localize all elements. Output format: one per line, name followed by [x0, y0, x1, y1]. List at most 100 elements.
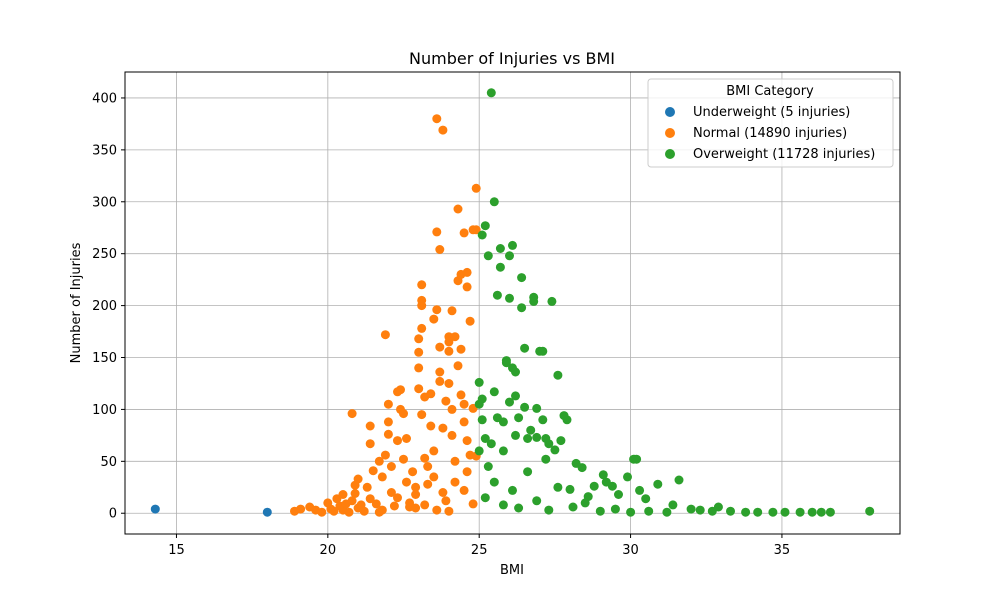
legend-label-underweight: Underweight (5 injuries): [693, 105, 850, 120]
legend-marker-underweight: [665, 107, 675, 117]
data-point: [444, 346, 454, 356]
data-point: [347, 496, 357, 506]
data-point: [807, 507, 817, 517]
data-point: [662, 507, 672, 517]
data-point: [423, 479, 433, 489]
data-point: [492, 290, 502, 300]
data-point: [632, 454, 642, 464]
data-point: [150, 504, 160, 514]
data-point: [429, 314, 439, 324]
data-point: [432, 114, 442, 124]
data-point: [329, 506, 339, 516]
legend-box: [647, 78, 894, 168]
x-tick-label: 35: [774, 543, 791, 558]
data-point: [374, 456, 384, 466]
data-point: [486, 88, 496, 98]
data-point: [635, 485, 645, 495]
legend-marker-normal: [665, 128, 675, 138]
data-point: [532, 496, 542, 506]
y-tick-label: 100: [92, 403, 117, 418]
data-point: [317, 507, 327, 517]
data-point: [386, 462, 396, 471]
data-point: [713, 502, 723, 512]
y-tick-label: 200: [92, 299, 117, 314]
data-point: [447, 430, 457, 440]
data-point: [553, 370, 563, 380]
data-point: [462, 267, 472, 277]
data-point: [523, 467, 533, 477]
data-point: [383, 429, 393, 439]
data-point: [465, 316, 475, 326]
data-point: [429, 472, 439, 482]
y-tick-label: 350: [92, 143, 117, 158]
data-point: [462, 467, 472, 477]
data-point: [483, 462, 493, 471]
data-point: [435, 342, 445, 352]
data-point: [623, 472, 632, 482]
data-point: [447, 306, 457, 316]
data-point: [420, 453, 430, 463]
data-point: [644, 506, 654, 516]
data-point: [825, 507, 835, 517]
data-point: [380, 330, 390, 340]
data-point: [523, 434, 533, 443]
data-point: [453, 361, 463, 371]
data-point: [435, 367, 445, 377]
data-point: [380, 450, 390, 460]
data-point: [486, 439, 496, 449]
data-point: [598, 470, 608, 480]
data-point: [432, 305, 442, 315]
data-point: [480, 434, 490, 443]
data-point: [653, 479, 663, 489]
data-point: [565, 484, 575, 494]
legend-label-normal: Normal (14890 injuries): [693, 126, 847, 141]
data-point: [296, 504, 306, 514]
data-point: [474, 377, 484, 387]
data-point: [511, 391, 520, 401]
data-point: [505, 293, 514, 303]
data-point: [438, 488, 448, 497]
data-point: [438, 423, 448, 433]
data-point: [595, 506, 605, 516]
data-point: [538, 346, 548, 356]
x-tick-label: 20: [320, 543, 337, 558]
data-point: [456, 390, 466, 400]
data-point: [429, 446, 439, 456]
data-point: [438, 125, 448, 135]
data-point: [544, 505, 554, 515]
data-point: [353, 474, 363, 484]
data-point: [459, 228, 469, 238]
data-point: [626, 507, 636, 517]
data-point: [526, 425, 536, 435]
data-point: [477, 394, 487, 404]
data-point: [556, 436, 566, 446]
data-point: [365, 439, 375, 449]
legend: BMI Category Underweight (5 injuries) No…: [647, 78, 894, 168]
data-point: [386, 488, 396, 497]
data-point: [471, 183, 481, 193]
data-point: [480, 493, 490, 503]
data-point: [511, 430, 520, 440]
data-point: [411, 482, 421, 492]
data-point: [498, 500, 508, 510]
data-point: [447, 404, 457, 414]
data-point: [580, 498, 590, 508]
data-point: [795, 507, 805, 517]
data-point: [262, 507, 272, 517]
data-point: [538, 415, 548, 425]
legend-label-overweight: Overweight (11728 injuries): [693, 147, 875, 162]
data-point: [641, 494, 651, 504]
plot-frame: [124, 71, 901, 535]
x-tick-label: 25: [471, 543, 488, 558]
data-point: [383, 399, 393, 409]
data-point: [393, 493, 402, 503]
y-axis-label: Number of Injuries: [69, 242, 84, 363]
data-point: [480, 221, 490, 231]
data-point: [435, 245, 445, 254]
data-point: [414, 363, 424, 373]
data-point: [417, 323, 427, 333]
data-point: [383, 417, 393, 427]
data-point: [462, 436, 472, 446]
data-point: [399, 454, 408, 464]
data-point: [568, 502, 578, 512]
